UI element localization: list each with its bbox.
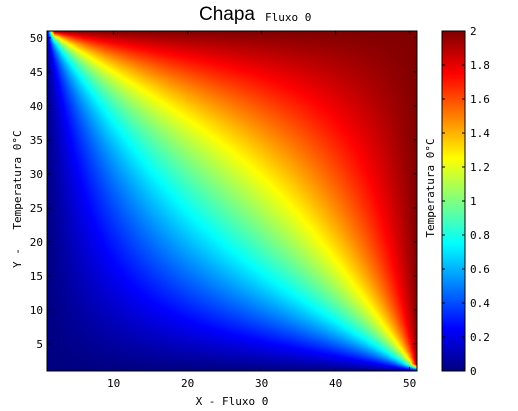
colorbar-tick-label: 1.4 — [470, 127, 490, 140]
x-tick-label: 10 — [107, 377, 120, 390]
y-tick-label: 15 — [30, 270, 43, 283]
colorbar-tick-label: 1 — [470, 195, 477, 208]
y-axis-ticks: 5 10 15 20 25 30 35 40 45 50 — [30, 32, 417, 351]
colorbar-tick-label: 0 — [470, 365, 477, 378]
y-tick-label: 50 — [30, 32, 43, 45]
y-axis-label-prefix: Y - — [11, 248, 24, 268]
y-tick-label: 40 — [30, 100, 43, 113]
chart-title: Chapa — [199, 4, 255, 25]
x-tick-label: 20 — [181, 377, 194, 390]
chart-subtitle: Fluxo 0 — [265, 11, 311, 24]
heatmap-image — [47, 31, 417, 371]
y-tick-label: 5 — [36, 338, 43, 351]
x-tick-label: 40 — [329, 377, 342, 390]
y-tick-label: 25 — [30, 202, 43, 215]
y-tick-label: 20 — [30, 236, 43, 249]
heatmap-plot: 10 20 30 40 50 5 10 15 20 25 30 35 40 45 50 — [30, 30, 418, 390]
colorbar-tick-label: 1.8 — [470, 59, 490, 72]
y-tick-label: 35 — [30, 134, 43, 147]
y-axis-label: Temperatura 0°C — [11, 130, 24, 229]
x-tick-label: 30 — [255, 377, 268, 390]
colorbar-tick-label: 0.4 — [470, 297, 490, 310]
colorbar-label: Temperatura 0°C — [424, 138, 437, 237]
plot-frame — [46, 30, 418, 372]
colorbar-image — [442, 31, 465, 371]
colorbar-tick-label: 2 — [470, 25, 477, 38]
colorbar-ticks: 0 0.2 0.4 0.6 0.8 1 1.2 1.4 1.6 1.8 2 — [442, 25, 490, 378]
x-axis-label: X - Fluxo 0 — [196, 395, 269, 408]
colorbar: 0 0.2 0.4 0.6 0.8 1 1.2 1.4 1.6 1.8 2 Temperatura … — [424, 25, 490, 378]
colorbar-tick-label: 0.6 — [470, 263, 490, 276]
colorbar-tick-label: 0.2 — [470, 331, 490, 344]
y-tick-label: 10 — [30, 304, 43, 317]
y-tick-label: 30 — [30, 168, 43, 181]
y-tick-label: 45 — [30, 66, 43, 79]
x-tick-label: 50 — [403, 377, 416, 390]
colorbar-tick-label: 1.6 — [470, 93, 490, 106]
colorbar-tick-label: 1.2 — [470, 161, 490, 174]
colorbar-tick-label: 0.8 — [470, 229, 490, 242]
x-axis-ticks: 10 20 30 40 50 — [107, 31, 416, 390]
